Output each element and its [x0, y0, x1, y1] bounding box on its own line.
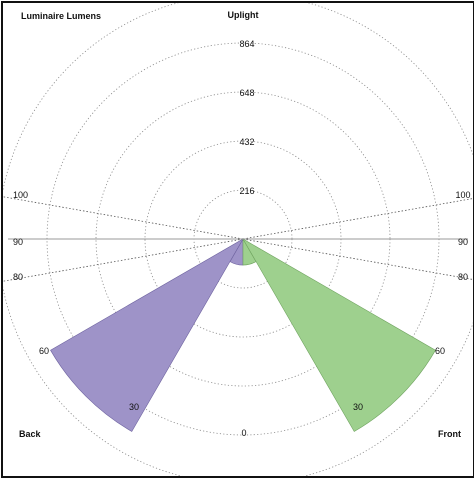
front-sector-2	[242, 238, 436, 432]
chart-title: Luminaire Lumens	[21, 11, 101, 21]
angle-label-back: 80	[13, 272, 23, 282]
radial-tick-labels: 216 432 648 864	[239, 39, 254, 196]
radial-tick-label: 864	[239, 39, 254, 49]
angle-label-back: 90	[13, 237, 23, 247]
radial-tick-label: 432	[239, 137, 254, 147]
ray-100-front	[242, 198, 473, 240]
polar-chart: 216 432 648 864 100 90 80 60 30 100 90 80 60 30 Lumi…	[3, 3, 473, 476]
angle-label-back: 30	[129, 402, 139, 412]
nadir-label: 0	[241, 428, 246, 438]
angle-label-front: 80	[458, 272, 468, 282]
angle-label-front: 30	[353, 402, 363, 412]
angle-labels: 100 90 80 60 30 100 90 80 60 30	[13, 190, 471, 412]
back-sector-2	[50, 238, 244, 432]
angle-label-back: 60	[39, 346, 49, 356]
ray-80-back	[3, 238, 244, 282]
angle-label-back: 100	[13, 190, 28, 200]
angle-label-front: 60	[435, 346, 445, 356]
ray-80-front	[242, 238, 473, 280]
back-label: Back	[19, 429, 42, 439]
ray-100-back	[3, 196, 244, 240]
lumen-sectors	[50, 237, 436, 432]
radial-tick-label: 648	[239, 88, 254, 98]
radial-tick-label: 216	[239, 186, 254, 196]
front-label: Front	[438, 429, 461, 439]
angle-label-front: 100	[455, 190, 470, 200]
angle-label-front: 90	[458, 237, 468, 247]
angle-rays	[3, 196, 473, 282]
uplight-label: Uplight	[228, 10, 259, 20]
